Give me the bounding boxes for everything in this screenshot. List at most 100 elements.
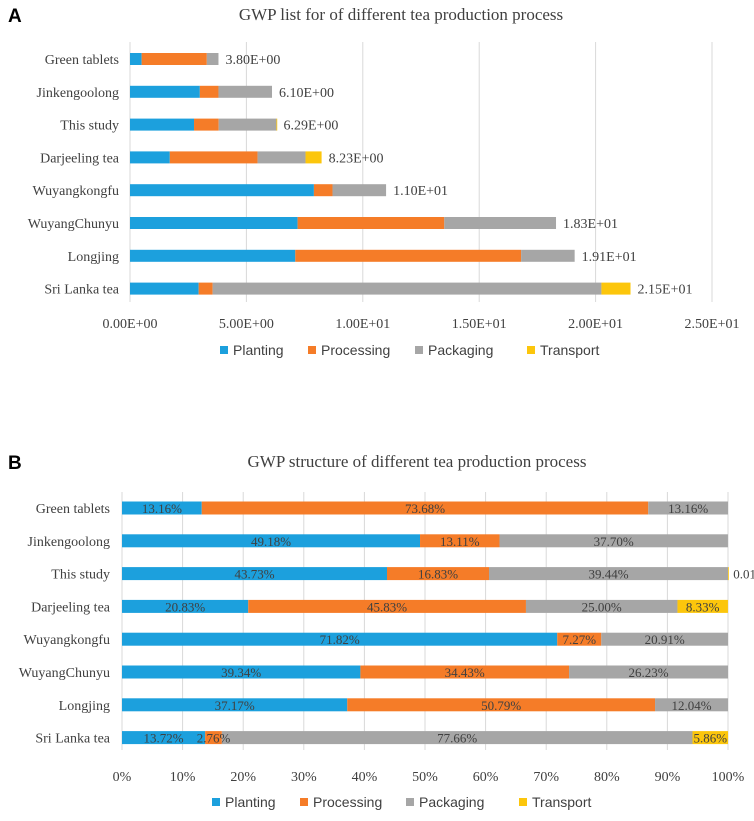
percent-label: 8.33% [686,599,720,614]
bar-segment-planting [130,184,314,197]
bar-segment-transport [728,567,729,581]
bar-segment-processing [420,534,500,548]
x-tick-label: 2.50E+01 [685,317,740,332]
percent-label: 77.66% [437,731,477,746]
bar-segment-planting [130,249,296,262]
category-label: Darjeeling tea [40,151,120,166]
bar-segment-packaging [332,184,387,197]
x-tick-label: 1.00E+01 [335,317,390,332]
category-label: Sri Lanka tea [35,732,110,747]
bar-segment-planting [130,118,195,131]
bar-segment-packaging [569,665,728,679]
bar-segment-planting [122,665,361,679]
total-value-label: 1.91E+01 [582,250,637,265]
bar-segment-processing [387,567,489,581]
category-label: WuyangChunyu [19,666,110,681]
x-tick-label: 70% [533,770,559,785]
bar-segment-packaging [525,599,678,613]
category-label: Jinkengoolong [28,535,110,550]
bar-segment-packaging [444,217,557,229]
x-tick-label: 90% [655,770,681,785]
legend-swatch-packaging [415,346,423,354]
total-value-label: 1.83E+01 [563,217,618,232]
bar-segment-processing [205,731,222,745]
percent-label: 45.83% [367,599,407,614]
legend-label-processing: Processing [313,794,382,810]
bar-segment-processing [169,151,258,164]
percent-label: 20.91% [645,632,685,647]
bar-segment-packaging [601,632,728,646]
x-tick-label: 40% [352,770,378,785]
percent-label: 26.23% [628,665,668,680]
legend-label-processing: Processing [321,342,390,358]
category-label: Wuyangkongfu [32,184,119,199]
x-tick-label: 0.00E+00 [103,317,158,332]
bar-segment-planting [130,151,170,164]
bar-segment-packaging [648,501,728,515]
percent-label: 49.18% [251,534,291,549]
legend-label-packaging: Packaging [428,342,493,358]
bar-segment-packaging [499,534,728,548]
x-tick-label: 1.50E+01 [452,317,507,332]
bar-segment-processing [198,282,213,295]
bar-segment-planting [122,632,558,646]
percent-label: 12.04% [671,698,711,713]
total-value-label: 2.15E+01 [638,283,693,298]
total-value-label: 6.29E+00 [283,119,338,134]
category-label: Green tablets [45,53,119,68]
x-tick-label: 20% [230,770,256,785]
category-label: WuyangChunyu [28,217,119,232]
bar-segment-planting [122,599,249,613]
percent-label: 37.70% [594,534,634,549]
percent-label: 16.83% [418,567,458,582]
panel-letter: A [8,6,22,27]
bar-segment-processing [557,632,602,646]
bar-segment-planting [122,534,421,548]
legend-label-transport: Transport [532,794,592,810]
x-tick-label: 5.00E+00 [219,317,274,332]
bar-segment-packaging [206,53,219,65]
total-value-label: 3.80E+00 [225,53,280,68]
bar-segment-processing [141,53,207,65]
x-tick-label: 60% [473,770,499,785]
bar-segment-processing [248,599,526,613]
percent-label: 39.44% [588,567,628,582]
bar-segment-processing [313,184,333,197]
legend-swatch-processing [300,798,308,806]
bar-segment-planting [122,501,202,515]
category-label: Jinkengoolong [37,86,119,101]
x-tick-label: 30% [291,770,317,785]
bar-segment-packaging [257,151,306,164]
bar-segment-packaging [212,282,602,295]
bar-segment-planting [130,217,298,229]
bar-segment-transport [305,151,322,164]
bar-segment-processing [347,698,656,712]
x-tick-label: 80% [594,770,620,785]
total-value-label: 1.10E+01 [393,184,448,199]
x-tick-label: 2.00E+01 [568,317,623,332]
category-label: Darjeeling tea [31,600,111,615]
percent-label: 37.17% [215,698,255,713]
legend-swatch-processing [308,346,316,354]
percent-label: 13.72% [144,731,184,746]
chart-panel-b: B GWP structure of different tea producti… [8,452,754,810]
percent-label: 2.76% [197,731,231,746]
bar-segment-packaging [218,85,273,98]
bar-segment-processing [297,217,445,229]
legend-swatch-planting [212,798,220,806]
category-label: Sri Lanka tea [44,283,119,298]
bar-segment-planting [122,731,206,745]
x-tick-label: 10% [170,770,196,785]
bar-segment-transport [677,599,728,613]
bar-segment-packaging [218,118,277,131]
total-value-label: 8.23E+00 [329,151,384,166]
bar-segment-planting [130,85,200,98]
bar-segment-planting [130,282,199,295]
bar-segment-planting [122,567,388,581]
bar-segment-processing [295,249,522,262]
bar-segment-processing [194,118,219,131]
bar-segment-packaging [655,698,728,712]
chart-title: GWP list for of different tea production… [239,5,563,24]
bar-segment-transport [692,731,728,745]
